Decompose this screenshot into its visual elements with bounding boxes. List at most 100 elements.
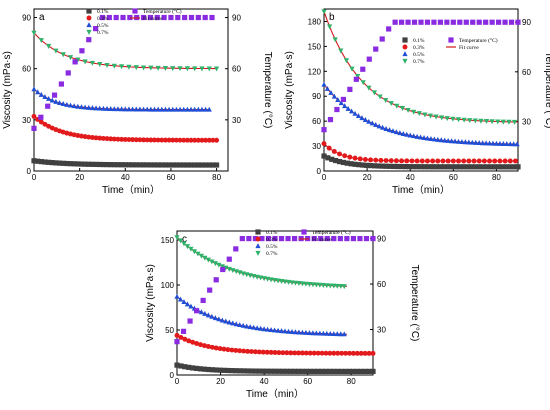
y-tick-label: 30 — [312, 142, 321, 151]
panel-b: 0 20 40 60 80 0 30 60 90 120 150 180 30 60 90 Time（min）… — [284, 8, 550, 196]
data-point — [223, 265, 229, 271]
x-tick-label: 0 — [322, 173, 327, 182]
data-point — [199, 66, 205, 72]
data-point — [53, 98, 59, 104]
data-point — [221, 346, 227, 352]
data-point — [331, 368, 337, 374]
data-point — [370, 350, 376, 356]
data-point — [288, 350, 294, 356]
data-point — [205, 344, 211, 349]
temperature-point — [113, 14, 119, 21]
data-point — [490, 140, 496, 146]
data-point — [306, 330, 313, 336]
data-point — [285, 279, 292, 285]
temperature-point — [207, 287, 213, 293]
data-point — [357, 156, 363, 162]
data-point — [216, 262, 222, 268]
data-point — [264, 326, 271, 332]
data-point — [177, 106, 183, 112]
data-point — [201, 343, 207, 349]
data-point — [313, 330, 319, 336]
data-point — [31, 113, 37, 119]
data-point — [184, 66, 190, 72]
data-point — [78, 104, 85, 110]
data-point — [198, 342, 203, 348]
data-point — [327, 330, 333, 336]
data-point — [419, 158, 425, 164]
data-point — [280, 368, 286, 374]
data-point — [285, 328, 292, 334]
fit-curve — [33, 115, 217, 141]
data-point — [46, 43, 52, 49]
data-point — [205, 257, 211, 263]
data-point — [324, 330, 330, 336]
series-3 — [174, 293, 347, 337]
temperature-point — [51, 92, 58, 98]
data-point — [184, 137, 190, 143]
data-point — [166, 162, 172, 168]
temperature-point — [405, 19, 411, 25]
data-point — [38, 159, 44, 165]
data-point — [144, 137, 150, 143]
y-tick-label: 0 — [317, 167, 322, 176]
data-point — [299, 281, 306, 287]
data-point — [352, 161, 358, 167]
temperature-point — [337, 235, 343, 242]
data-point — [335, 368, 341, 374]
data-point — [67, 102, 74, 108]
data-point — [383, 163, 389, 169]
panel-letter: b — [329, 12, 335, 23]
data-point — [324, 85, 331, 91]
data-point — [456, 158, 461, 164]
data-point — [334, 331, 340, 337]
temperature-point — [360, 66, 366, 72]
legend-marker — [255, 229, 261, 235]
temperature-point — [437, 19, 443, 25]
data-point — [258, 325, 264, 331]
data-point — [358, 350, 364, 356]
legend-label: Temperature (°C) — [143, 8, 182, 15]
temperature-point — [93, 26, 99, 32]
data-point — [126, 64, 132, 70]
data-point — [433, 164, 440, 170]
y-axis-title: Viscosity (mPa·s) — [2, 51, 13, 129]
temperature-point — [175, 14, 181, 21]
data-point — [148, 162, 154, 168]
data-point — [133, 106, 139, 112]
x-tick-label: 0 — [175, 377, 180, 386]
data-point — [367, 163, 374, 169]
data-point — [144, 106, 150, 112]
data-point — [404, 131, 410, 137]
data-point — [375, 163, 381, 169]
data-point — [435, 136, 441, 142]
data-point — [82, 59, 88, 65]
data-point — [335, 97, 341, 102]
data-point — [511, 141, 517, 147]
data-point — [97, 62, 103, 67]
data-point — [450, 116, 456, 122]
data-point — [272, 350, 278, 355]
data-point — [326, 145, 332, 151]
data-point — [481, 158, 487, 164]
data-point — [237, 322, 243, 328]
data-point — [313, 282, 319, 288]
data-point — [406, 164, 412, 170]
temperature-point — [45, 103, 51, 109]
data-point — [203, 137, 209, 143]
data-point — [213, 162, 220, 168]
temperature-point — [450, 19, 456, 25]
data-point — [108, 106, 114, 111]
data-point — [31, 158, 37, 164]
data-point — [362, 117, 368, 122]
data-point — [177, 66, 183, 72]
data-point — [455, 117, 462, 123]
data-point — [184, 106, 190, 112]
data-point — [483, 119, 490, 124]
plot-frame — [323, 8, 519, 172]
data-point — [424, 158, 430, 164]
temperature-point — [147, 14, 153, 21]
data-point — [219, 264, 225, 270]
data-point — [159, 137, 165, 143]
data-point — [137, 162, 143, 168]
data-point — [199, 106, 205, 112]
